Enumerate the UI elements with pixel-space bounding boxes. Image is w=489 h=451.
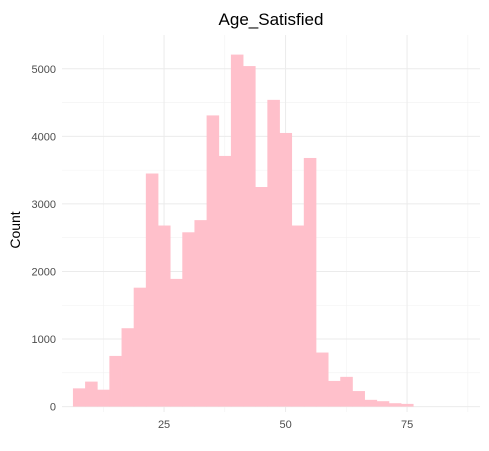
histogram-bar <box>121 328 135 407</box>
histogram-bar <box>218 155 232 407</box>
histogram-bar <box>352 391 365 407</box>
histogram-bar <box>340 376 353 407</box>
histogram-bar <box>255 187 268 407</box>
histogram-bar <box>328 380 341 407</box>
histogram-bar <box>182 232 195 407</box>
histogram-bar <box>303 157 317 407</box>
histogram-bar <box>243 66 256 407</box>
histogram-bars <box>72 54 414 407</box>
histogram-bar <box>109 355 122 407</box>
y-tick-label: 0 <box>50 402 56 414</box>
y-axis-title: Count <box>7 211 23 248</box>
histogram-bar <box>315 352 329 407</box>
histogram-bar <box>267 99 280 407</box>
x-tick-label: 50 <box>279 419 291 431</box>
y-tick-label: 3000 <box>32 199 56 211</box>
histogram-bar <box>85 381 98 407</box>
histogram-bar <box>291 225 305 407</box>
histogram-bar <box>401 403 414 407</box>
y-axis-tick-labels: 0 1000 2000 3000 4000 5000 <box>32 64 56 414</box>
x-axis-tick-labels: 25 50 75 <box>158 419 413 431</box>
x-tick-label: 75 <box>401 419 413 431</box>
histogram-bar <box>376 401 390 407</box>
histogram-bar <box>388 403 402 407</box>
histogram-bar <box>157 225 171 407</box>
histogram-bar <box>97 389 110 407</box>
histogram-bar <box>364 399 378 407</box>
y-tick-label: 1000 <box>32 334 56 346</box>
histogram-bar <box>206 115 220 407</box>
y-tick-label: 5000 <box>32 64 56 76</box>
histogram-bar <box>194 220 207 407</box>
histogram-bar <box>72 388 86 407</box>
chart-title: Age_Satisfied <box>219 10 324 29</box>
y-tick-label: 2000 <box>32 266 56 278</box>
x-tick-label: 25 <box>158 419 170 431</box>
histogram-bar <box>133 287 147 407</box>
y-tick-label: 4000 <box>32 131 56 143</box>
histogram-bar <box>170 278 183 407</box>
histogram-bar <box>230 54 244 407</box>
histogram-bar <box>279 132 293 407</box>
histogram-bar <box>145 173 159 407</box>
